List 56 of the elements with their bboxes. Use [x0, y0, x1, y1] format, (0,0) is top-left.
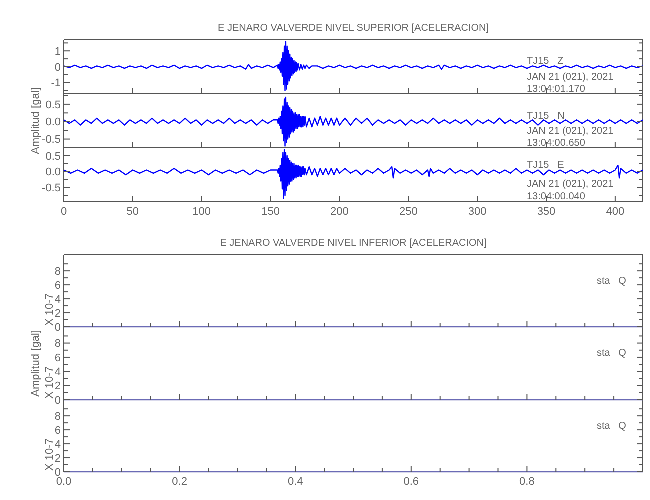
x-tick-label: 400: [606, 206, 625, 218]
y-tick-label: 6: [54, 352, 61, 364]
annotation: sta Q: [597, 348, 627, 359]
y-axis-title: Amplitud [gal]: [30, 88, 42, 154]
y-tick-label: 6: [54, 280, 61, 292]
y-tick-label: 0: [54, 466, 61, 479]
y-tick-label: 8: [54, 266, 61, 278]
chart-title: E JENARO VALVERDE NIVEL SUPERIOR [ACELERACION]: [217, 22, 490, 36]
chart-title: E JENARO VALVERDE NIVEL INFERIOR [ACELERACION]: [219, 237, 488, 251]
x-tick-label: 0.2: [172, 476, 188, 488]
annotation: 13:04:00.040: [527, 192, 586, 202]
annotation: TJ15 N: [527, 111, 565, 122]
x-tick-label: 300: [468, 206, 487, 218]
line-series: [63, 148, 644, 200]
y-tick-label: 0: [54, 322, 61, 334]
x-tick-label: 50: [126, 206, 140, 218]
text: X 10-7: [44, 366, 56, 399]
annotation: JAN 21 (021), 2021: [527, 72, 614, 83]
annotation: JAN 21 (021), 2021: [527, 126, 614, 137]
x-tick-label: 350: [537, 206, 556, 218]
text: X 10-7: [44, 438, 56, 471]
y-tick-label: 0: [54, 394, 61, 407]
y-tick-label: -1: [51, 78, 61, 90]
y-tick-label: -0.5: [42, 182, 61, 195]
x-tick-label: 0.4: [288, 476, 304, 488]
x-tick-label: 100: [192, 206, 212, 218]
annotation: TJ15 Z: [527, 56, 564, 67]
y-tick-label: 2: [54, 380, 61, 393]
x-tick-label: 250: [399, 206, 418, 218]
annotation: JAN 21 (021), 2021: [527, 179, 614, 190]
y-tick-label: 0.5: [46, 99, 61, 112]
annotation: sta Q: [597, 421, 627, 432]
x-tick-label: 0.6: [404, 476, 420, 488]
y-tick-label: 4: [54, 438, 61, 451]
text: X 10-7: [44, 294, 56, 326]
y-tick-label: 4: [54, 366, 61, 378]
line-series: [63, 40, 644, 92]
y-tick-label: 6: [54, 424, 61, 437]
x-tick-label: 150: [262, 206, 280, 218]
annotation: TJ15 E: [527, 160, 565, 171]
y-tick-label: 2: [54, 452, 61, 465]
y-tick-label: 0.0: [46, 166, 61, 179]
y-tick-label: 0.0: [46, 116, 61, 129]
x-tick-label: 0.8: [520, 476, 535, 488]
x-tick-label: 200: [330, 206, 349, 218]
y-tick-label: 1: [54, 46, 61, 58]
y-axis-title: Amplitud [gal]: [30, 330, 42, 397]
y-tick-label: 2: [54, 308, 61, 320]
y-tick-label: 4: [54, 294, 61, 306]
y-tick-label: 0: [54, 62, 61, 74]
y-tick-label: -0.5: [42, 134, 61, 146]
y-tick-label: 8: [54, 338, 61, 350]
line-series: [63, 96, 644, 147]
annotation: sta Q: [597, 276, 627, 287]
y-tick-label: 8: [54, 410, 61, 423]
y-tick-label: 0.5: [46, 150, 61, 163]
